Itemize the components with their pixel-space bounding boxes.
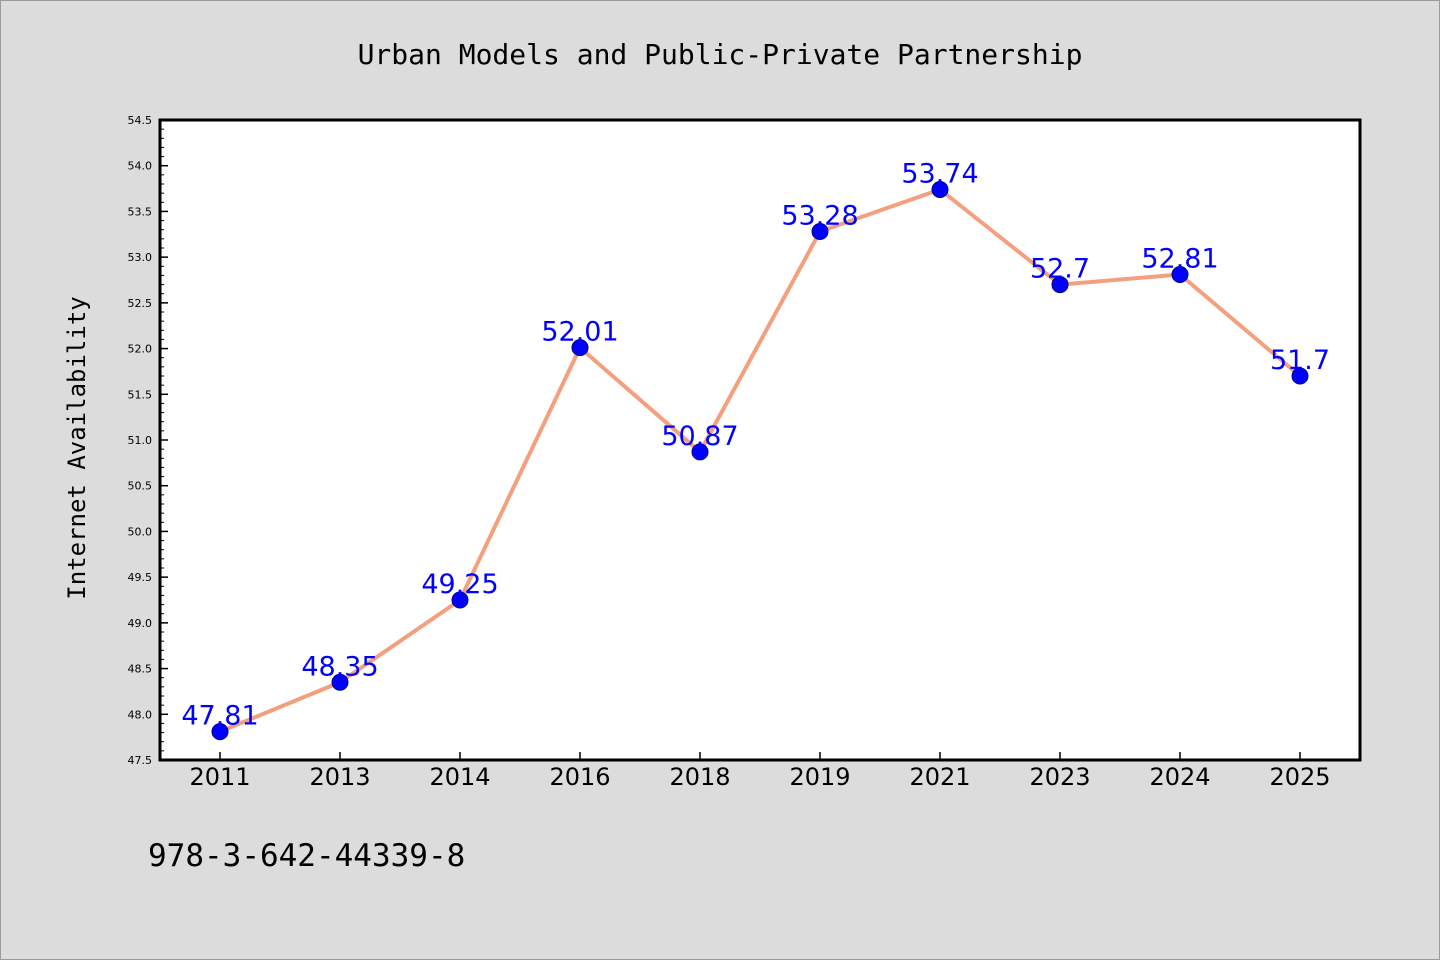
x-tick-label: 2013: [309, 763, 370, 791]
data-point: [1051, 276, 1069, 294]
x-tick-label: 2023: [1029, 763, 1090, 791]
data-label: 52.7: [1030, 254, 1090, 285]
x-tick-label: 2024: [1149, 763, 1210, 791]
isbn-text: 978-3-642-44339-8: [148, 838, 465, 874]
y-tick-label: 52.5: [128, 297, 153, 310]
data-point: [331, 673, 349, 691]
x-tick-label: 2018: [669, 763, 730, 791]
data-label: 50.87: [661, 421, 738, 452]
plot-area: [160, 120, 1360, 760]
data-point: [211, 723, 229, 741]
x-tick-label: 2016: [549, 763, 610, 791]
y-tick-label: 49.0: [128, 617, 153, 630]
data-label: 53.74: [901, 158, 978, 189]
y-tick-label: 47.5: [128, 754, 153, 767]
y-tick-label: 52.0: [128, 343, 153, 356]
y-tick-label: 49.5: [128, 571, 153, 584]
x-tick-label: 2019: [789, 763, 850, 791]
x-tick-label: 2011: [189, 763, 250, 791]
chart-title: Urban Models and Public-Private Partners…: [358, 38, 1083, 71]
data-point: [571, 339, 589, 357]
data-label: 53.28: [781, 201, 858, 232]
x-tick-label: 2014: [429, 763, 490, 791]
y-tick-label: 48.0: [128, 708, 153, 721]
y-tick-label: 53.5: [128, 205, 153, 218]
plot-border: [158, 118, 1362, 762]
data-point: [811, 223, 829, 241]
data-point: [1171, 266, 1189, 284]
data-point: [691, 443, 709, 461]
data-labels: 47.81 48.35 49.25 52.01 50.87 53.28 53.74 52.7 5…: [181, 158, 1330, 731]
y-tick-label: 48.5: [128, 663, 153, 676]
y-tick-label: 51.5: [128, 388, 153, 401]
y-tick-label: 50.5: [128, 480, 153, 493]
data-label: 49.25: [421, 569, 498, 600]
data-label: 47.81: [181, 701, 258, 732]
data-label: 52.81: [1141, 244, 1218, 275]
x-tick-label: 2025: [1269, 763, 1330, 791]
y-tick-label: 54.0: [128, 160, 153, 173]
data-label: 52.01: [541, 317, 618, 348]
y-tick-label: 53.0: [128, 251, 153, 264]
y-axis-label: Internet Availability: [63, 296, 91, 599]
data-label: 48.35: [301, 651, 378, 682]
data-point: [1291, 367, 1309, 385]
data-point: [451, 591, 469, 609]
data-point: [931, 180, 949, 198]
series-markers: [211, 180, 1309, 741]
y-tick-label: 51.0: [128, 434, 153, 447]
y-tick-label: 54.5: [128, 114, 153, 127]
x-tick-label: 2021: [909, 763, 970, 791]
y-axis: 47.5 48.0 48.5 49.0 49.5 50.0 50.5 51.0 51.5 52.0…: [128, 114, 168, 767]
x-axis: 2011 2013 2014 2016 2018 2019 2021 2023 2024 2025: [189, 752, 1331, 791]
series-line: [219, 187, 1302, 734]
data-label: 51.7: [1270, 345, 1330, 376]
y-tick-label: 50.0: [128, 525, 153, 538]
